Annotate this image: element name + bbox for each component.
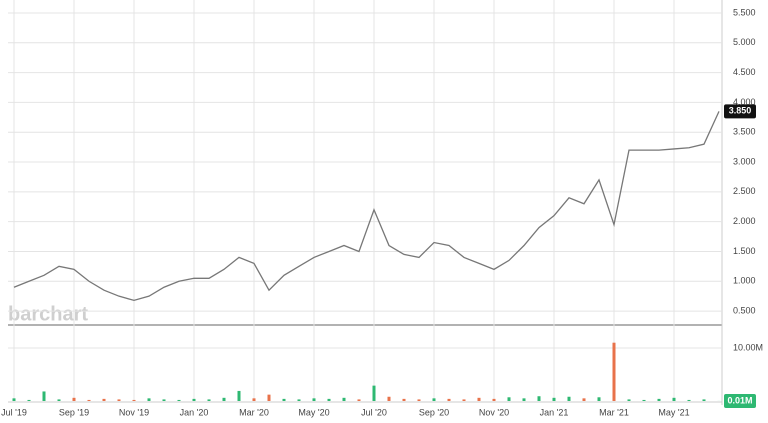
x-tick-label: May '20 — [298, 407, 329, 417]
volume-bar — [342, 397, 346, 401]
volume-bar — [357, 399, 361, 401]
volume-bar — [447, 398, 451, 401]
price-line — [13, 111, 720, 302]
volume-bar — [42, 391, 46, 401]
last-price-label: 3.850 — [729, 106, 752, 116]
volume-bar — [282, 398, 286, 401]
volume-bar — [657, 398, 661, 401]
y-tick-label: 0.500 — [733, 305, 756, 315]
volume-bar — [597, 397, 601, 401]
last-volume-box — [724, 393, 756, 408]
volume-bar — [87, 399, 91, 401]
x-tick-label: Nov '19 — [119, 407, 149, 417]
volume-bar — [477, 397, 481, 401]
volume-bar — [192, 398, 196, 401]
y-tick-label: 1.000 — [733, 276, 756, 286]
volume-bar — [672, 397, 676, 401]
x-tick-label: Jul '20 — [361, 407, 387, 417]
volume-bar — [582, 398, 586, 401]
watermark: barchart — [8, 303, 88, 325]
volume-bar — [507, 397, 511, 401]
volume-bar — [627, 399, 631, 401]
last-volume-label: 0.01M — [727, 395, 752, 405]
y-tick-label: 3.500 — [733, 127, 756, 137]
volume-bar — [402, 398, 406, 401]
x-tick-label: Nov '20 — [479, 407, 509, 417]
x-tick-label: Jan '21 — [540, 407, 569, 417]
volume-bar — [552, 397, 556, 401]
volume-bar — [297, 399, 301, 401]
volume-bar — [267, 394, 271, 401]
volume-bar — [12, 398, 16, 401]
x-tick-label: May '21 — [658, 407, 689, 417]
volume-bar — [72, 397, 76, 401]
volume-bar — [567, 396, 571, 401]
x-tick-label: Sep '20 — [419, 407, 449, 417]
volume-bar — [147, 398, 151, 401]
volume-bar — [372, 385, 376, 401]
last-price-box — [724, 104, 756, 119]
y-tick-label: 4.500 — [733, 67, 756, 77]
volume-bar — [237, 390, 241, 401]
volume-bar — [702, 399, 706, 401]
x-tick-label: Sep '19 — [59, 407, 89, 417]
volume-bar — [432, 398, 436, 401]
volume-bar — [27, 399, 31, 401]
y-tick-label: 2.000 — [733, 216, 756, 226]
volume-bar — [462, 399, 466, 401]
volume-bar — [222, 397, 226, 401]
y-tick-label: 5.000 — [733, 37, 756, 47]
volume-bar — [687, 399, 691, 401]
volume-bar — [642, 399, 646, 401]
x-tick-label: Jan '20 — [180, 407, 209, 417]
volume-bar — [327, 398, 331, 401]
volume-bar — [252, 398, 256, 401]
volume-bar — [162, 399, 166, 401]
y-tick-label: 4.000 — [733, 97, 756, 107]
x-tick-label: Mar '20 — [239, 407, 269, 417]
volume-bar — [537, 396, 541, 401]
volume-bar — [177, 399, 181, 401]
y-tick-label: 10.00M — [733, 342, 763, 352]
volume-bar — [57, 399, 61, 401]
y-tick-label: 3.000 — [733, 156, 756, 166]
volume-bar — [102, 398, 106, 401]
y-tick-label: 1.500 — [733, 246, 756, 256]
y-tick-label: 2.500 — [733, 186, 756, 196]
volume-bar — [522, 398, 526, 401]
y-tick-label: 5.500 — [733, 7, 756, 17]
volume-bar — [612, 342, 616, 401]
volume-bar — [132, 399, 136, 401]
x-tick-label: Mar '21 — [599, 407, 629, 417]
volume-bar — [492, 398, 496, 401]
volume-bar — [117, 399, 121, 401]
x-tick-label: Jul '19 — [1, 407, 27, 417]
volume-bar — [387, 396, 391, 401]
volume-bar — [417, 399, 421, 401]
volume-bar — [312, 398, 316, 401]
volume-bar — [207, 399, 211, 401]
